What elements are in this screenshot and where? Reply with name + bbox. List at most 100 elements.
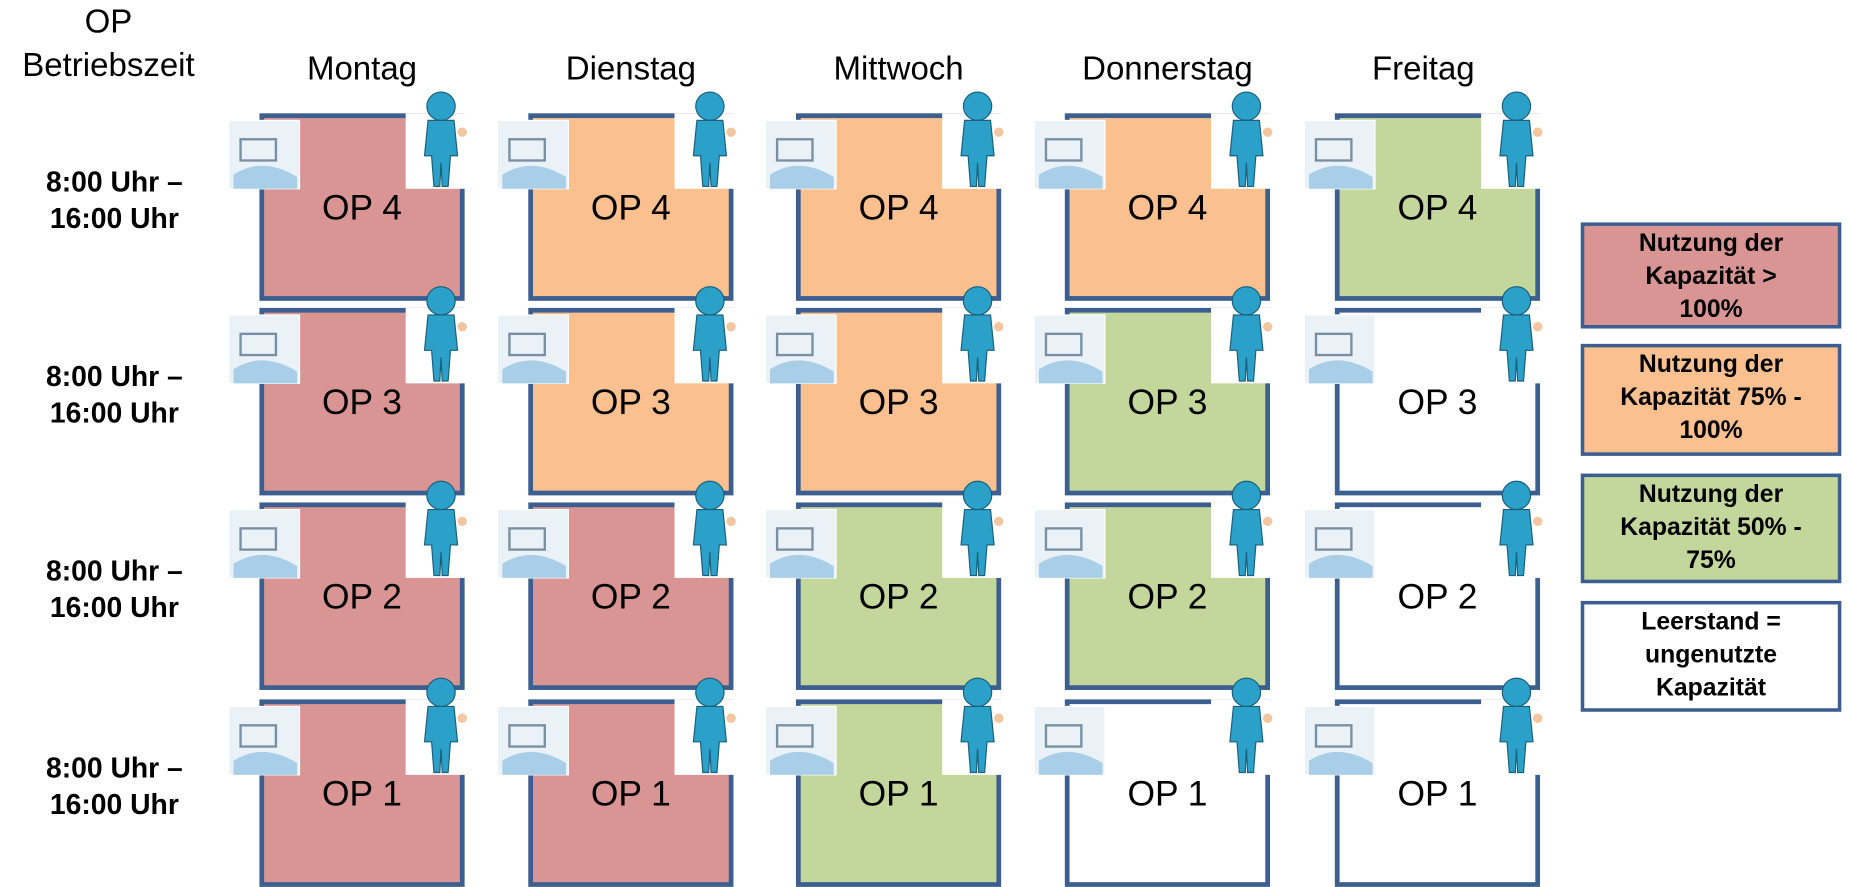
or-image-detail: [1308, 751, 1373, 775]
time-label: 16:00 Uhr: [50, 397, 179, 429]
surgeon-head: [695, 480, 725, 511]
or-image-detail: [1038, 751, 1103, 775]
surgeon-body: [692, 508, 728, 577]
or-image-detail: [233, 554, 298, 578]
or-image-detail: [775, 724, 814, 748]
surgeon-hand: [1532, 127, 1543, 137]
or-image-detail: [1044, 724, 1083, 748]
surgeon-hand: [1532, 516, 1543, 527]
surgeon-body: [1499, 705, 1534, 774]
legend-box: [1580, 600, 1842, 712]
or-image-detail: [508, 724, 546, 748]
time-label: 8:00 Uhr –: [46, 166, 183, 198]
time-label: 16:00 Uhr: [50, 202, 179, 234]
or-image-detail: [770, 554, 834, 578]
surgeon-body: [960, 119, 995, 188]
surgeon-hand: [1262, 516, 1273, 527]
surgeon-head: [962, 91, 993, 121]
surgeon-head: [962, 480, 993, 511]
or-image-detail: [1314, 527, 1353, 551]
surgeon-body: [692, 314, 728, 382]
day-label: Montag: [307, 50, 417, 87]
surgeon-body: [423, 314, 459, 382]
legend-text: 100%: [1679, 417, 1742, 444]
op-label: OP 2: [859, 577, 939, 616]
or-image-detail: [508, 138, 546, 162]
or-image-detail: [1038, 554, 1103, 578]
legend-text: Kapazität >: [1645, 263, 1776, 290]
surgeon-body: [960, 508, 995, 577]
time-label: 16:00 Uhr: [50, 591, 179, 623]
op-label: OP 2: [322, 577, 402, 616]
or-image-detail: [508, 332, 546, 357]
surgeon-hand: [994, 127, 1004, 137]
surgeon-body: [1229, 119, 1264, 188]
surgeon-head: [426, 480, 456, 511]
surgeon-body: [423, 705, 459, 774]
surgeon-head: [1501, 91, 1532, 121]
or-image-detail: [233, 751, 298, 775]
time-label: 16:00 Uhr: [50, 788, 179, 820]
op-label: OP 3: [322, 383, 402, 422]
op-label: OP 4: [1127, 188, 1207, 227]
surgeon-hand: [994, 516, 1004, 527]
legend-text: ungenutzte: [1645, 641, 1777, 668]
surgeon-head: [695, 286, 725, 316]
or-image-detail: [770, 360, 834, 384]
or-image-detail: [775, 138, 814, 162]
op-label: OP 4: [591, 188, 671, 227]
surgeon-head: [426, 91, 456, 121]
surgeon-hand: [726, 127, 736, 137]
surgeon-body: [960, 705, 995, 774]
surgeon-hand: [457, 322, 467, 332]
or-image-detail: [239, 527, 278, 551]
surgeon-body: [1229, 508, 1264, 577]
surgeon-head: [1231, 286, 1262, 316]
surgeon-head: [1231, 91, 1262, 121]
legend-box: [1580, 222, 1842, 329]
surgeon-head: [962, 677, 993, 708]
surgeon-body: [1499, 119, 1534, 188]
day-label: Freitag: [1372, 50, 1475, 87]
or-image-detail: [1308, 165, 1373, 189]
surgeon-body: [1499, 508, 1534, 577]
surgeon-head: [426, 286, 456, 316]
or-image-detail: [508, 527, 546, 551]
surgeon-body: [1229, 314, 1264, 382]
surgeon-hand: [726, 713, 736, 723]
or-image-detail: [1044, 527, 1083, 551]
surgeon-hand: [726, 516, 736, 527]
op-label: OP 3: [859, 383, 939, 422]
surgeon-body: [423, 508, 459, 577]
op-label: OP 1: [322, 774, 402, 813]
op-label: OP 2: [591, 577, 671, 616]
or-image-detail: [239, 332, 278, 357]
or-image-detail: [502, 360, 567, 384]
surgeon-hand: [1262, 127, 1273, 137]
op-label: OP 4: [1397, 188, 1477, 227]
surgeon-body: [960, 314, 995, 382]
or-image-detail: [502, 554, 567, 578]
or-image-detail: [1044, 332, 1083, 357]
surgeon-body: [1229, 705, 1264, 774]
surgeon-hand: [457, 713, 467, 723]
op-label: OP 2: [1127, 577, 1207, 616]
legend-text: Leerstand =: [1641, 608, 1781, 635]
legend-text: 100%: [1679, 296, 1742, 323]
surgeon-head: [1501, 480, 1532, 511]
or-image-detail: [1314, 332, 1353, 357]
or-image-detail: [1038, 165, 1103, 189]
header-text: OP: [85, 2, 133, 39]
op-label: OP 1: [1397, 774, 1477, 813]
op-label: OP 1: [859, 774, 939, 813]
time-label: 8:00 Uhr –: [46, 752, 183, 784]
surgeon-body: [692, 119, 728, 188]
surgeon-hand: [994, 713, 1004, 723]
header-text: Betriebszeit: [22, 46, 194, 83]
or-image-detail: [233, 360, 298, 384]
op-label: OP 1: [591, 774, 671, 813]
or-image-detail: [775, 332, 814, 357]
time-label: 8:00 Uhr –: [46, 555, 183, 587]
or-image-detail: [1314, 724, 1353, 748]
